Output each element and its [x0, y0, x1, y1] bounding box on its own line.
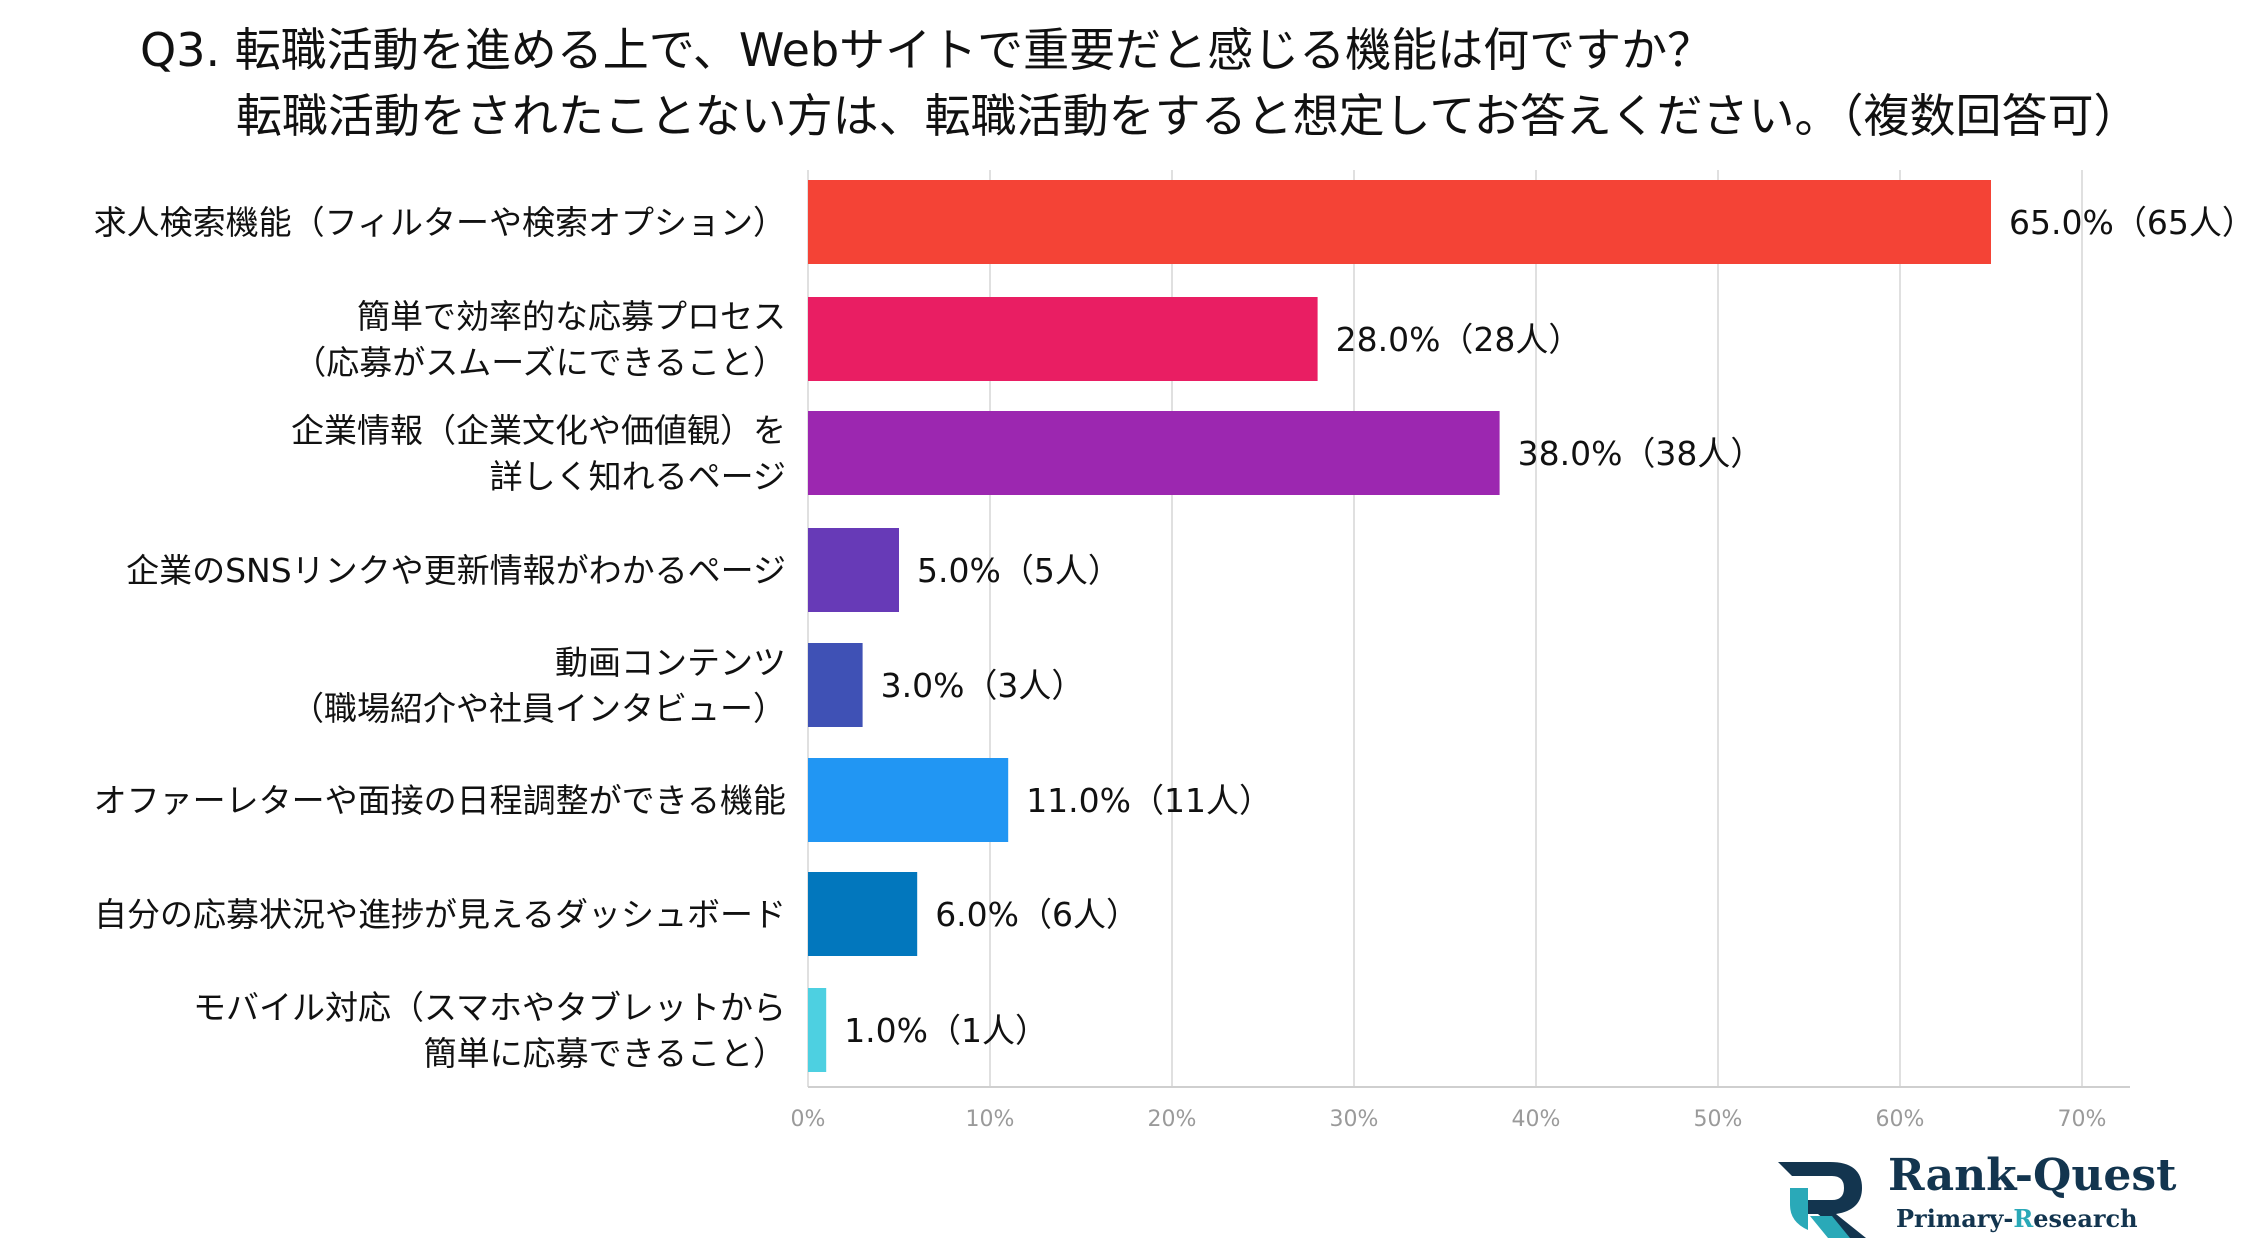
- x-tick-label: 20%: [1148, 1107, 1197, 1132]
- logo-subtitle: Primary-Research: [1896, 1204, 2138, 1233]
- bar: [808, 643, 863, 727]
- data-label: 3.0%（3人）: [881, 666, 1085, 705]
- chart-title: Q3. 転職活動を進める上で、Webサイトで重要だと感じる機能は何ですか？: [140, 23, 1714, 77]
- logo-subtitle-prefix: Primary-: [1896, 1204, 2014, 1233]
- category-label: 求人検索機能（フィルターや検索オプション）: [94, 203, 786, 242]
- gridlines: [807, 170, 2130, 1088]
- value-labels: 65.0%（65人） 28.0%（28人） 38.0%（38人） 5.0%（5人） 3.…: [844, 203, 2255, 1050]
- bar: [808, 872, 918, 956]
- category-label: 動画コンテンツ: [555, 643, 786, 682]
- data-label: 5.0%（5人）: [917, 551, 1121, 590]
- bar: [808, 411, 1500, 495]
- bar: [808, 528, 899, 612]
- rank-quest-logo: Rank-Quest Primary-Research: [1770, 1150, 2190, 1245]
- rank-quest-logo-mark-icon: [1778, 1162, 1866, 1238]
- category-label: 自分の応募状況や進捗が見えるダッシュボード: [94, 895, 786, 934]
- bar: [808, 758, 1009, 842]
- data-label: 65.0%（65人）: [2009, 203, 2255, 242]
- x-tick-label: 10%: [966, 1107, 1015, 1132]
- x-axis-ticks: 0% 10% 20% 30% 40% 50% 60% 70%: [791, 1107, 2107, 1132]
- data-label: 11.0%（11人）: [1026, 781, 1272, 820]
- category-label: 企業のSNSリンクや更新情報がわかるページ: [126, 551, 786, 590]
- x-tick-label: 30%: [1330, 1107, 1379, 1132]
- bar: [808, 180, 1991, 264]
- bars: [808, 180, 1991, 1072]
- category-label: モバイル対応（スマホやタブレットから: [193, 988, 786, 1027]
- category-label: 企業情報（企業文化や価値観）を: [291, 411, 786, 450]
- data-label: 38.0%（38人）: [1518, 434, 1764, 473]
- logo-subtitle-suffix: esearch: [2033, 1204, 2138, 1233]
- x-tick-label: 50%: [1694, 1107, 1743, 1132]
- category-label: （応募がスムーズにできること）: [293, 343, 786, 382]
- category-label: 簡単に応募できること）: [424, 1034, 786, 1073]
- bar: [808, 297, 1318, 381]
- data-label: 6.0%（6人）: [935, 895, 1139, 934]
- x-tick-label: 0%: [791, 1107, 826, 1132]
- category-labels: 求人検索機能（フィルターや検索オプション） 簡単で効率的な応募プロセス （応募がスム…: [94, 203, 786, 1073]
- data-label: 1.0%（1人）: [844, 1011, 1048, 1050]
- x-tick-label: 40%: [1512, 1107, 1561, 1132]
- logo-subtitle-accent: R: [2013, 1204, 2034, 1233]
- bar: [808, 988, 827, 1072]
- chart-subtitle: 転職活動をされたことない方は、転職活動をすると想定してお答えください。（複数回答…: [236, 89, 2140, 143]
- category-label: オファーレターや面接の日程調整ができる機能: [94, 781, 786, 820]
- category-label: 詳しく知れるページ: [490, 457, 786, 496]
- logo-name: Rank-Quest: [1888, 1150, 2177, 1201]
- data-label: 28.0%（28人）: [1336, 320, 1582, 359]
- x-tick-label: 60%: [1876, 1107, 1925, 1132]
- x-tick-label: 70%: [2058, 1107, 2107, 1132]
- category-label: （職場紹介や社員インタビュー）: [291, 689, 786, 728]
- category-label: 簡単で効率的な応募プロセス: [357, 297, 786, 336]
